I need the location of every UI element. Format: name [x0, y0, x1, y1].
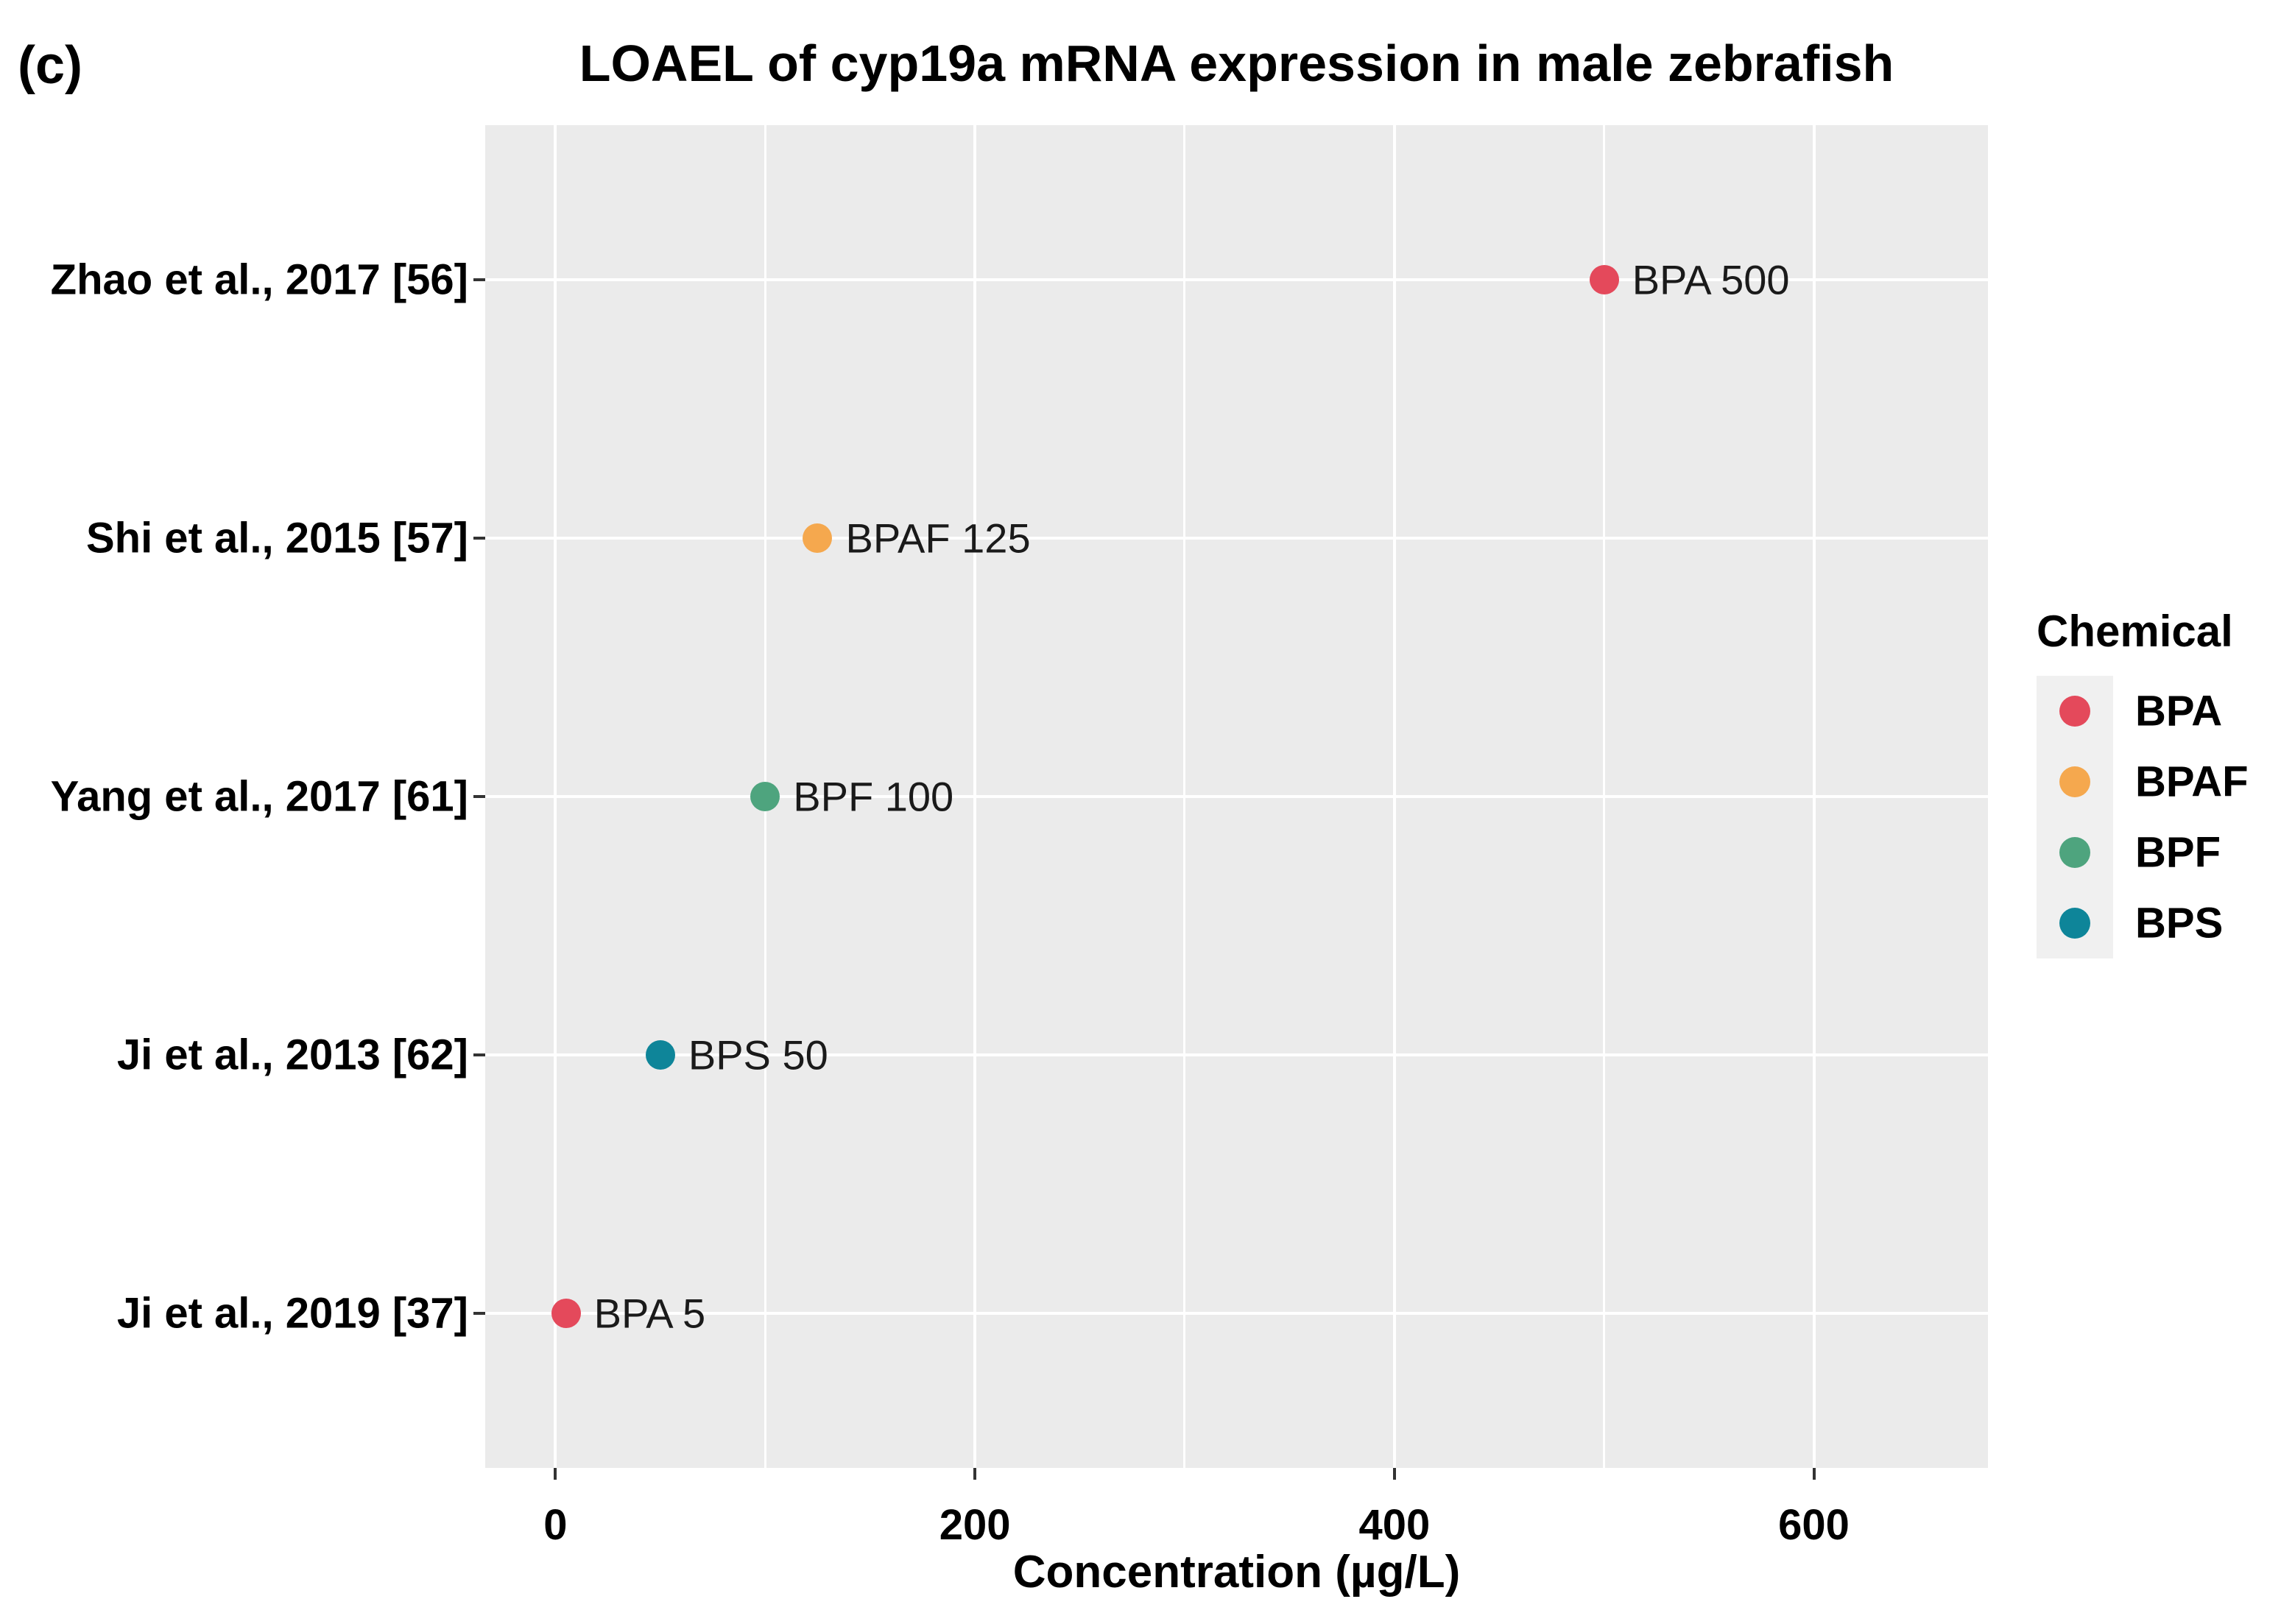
data-point-label: BPAF 125: [845, 515, 1031, 562]
data-point-dot: [803, 523, 833, 554]
gridline-y-major: [485, 278, 1988, 282]
chart-title: LOAEL of cyp19a mRNA expression in male …: [579, 35, 1894, 92]
x-axis-title: Concentration (µg/L): [1012, 1547, 1461, 1597]
x-axis-tick: [1392, 1468, 1396, 1480]
y-axis-tick: [473, 1311, 485, 1315]
y-category-label: Zhao et al., 2017 [56]: [50, 255, 468, 304]
data-point-dot: [551, 1298, 581, 1328]
x-tick-label: 0: [543, 1501, 568, 1549]
y-axis-tick: [473, 278, 485, 282]
x-axis-tick: [554, 1468, 557, 1480]
gridline-y-major: [485, 1053, 1988, 1056]
panel-tag: (c): [18, 36, 82, 95]
legend-item-label: BPAF: [2135, 758, 2249, 806]
legend-title: Chemical: [2037, 607, 2233, 656]
legend-dot: [2059, 766, 2090, 797]
y-axis-tick: [473, 1053, 485, 1056]
x-tick-label: 600: [1778, 1501, 1850, 1549]
y-category-label: Yang et al., 2017 [61]: [50, 772, 468, 821]
gridline-y-major: [485, 1311, 1988, 1315]
legend-item-label: BPA: [2135, 687, 2223, 735]
y-category-label: Ji et al., 2013 [62]: [116, 1031, 468, 1079]
x-axis-tick: [973, 1468, 977, 1480]
data-point-label: BPA 5: [593, 1290, 706, 1337]
data-point-label: BPS 50: [688, 1031, 828, 1078]
y-category-label: Shi et al., 2015 [57]: [85, 514, 468, 562]
y-axis-tick: [473, 795, 485, 798]
y-axis-tick: [473, 537, 485, 540]
legend-dot: [2059, 837, 2090, 868]
data-point-dot: [750, 782, 780, 811]
data-point-dot: [645, 1039, 675, 1070]
x-tick-label: 200: [939, 1501, 1011, 1549]
legend-dot: [2059, 908, 2090, 939]
x-tick-label: 400: [1358, 1501, 1431, 1549]
x-axis-tick: [1812, 1468, 1816, 1480]
gridline-y-major: [485, 537, 1988, 540]
data-point-label: BPF 100: [793, 773, 954, 820]
legend-item-label: BPS: [2135, 899, 2224, 947]
data-point-label: BPA 500: [1632, 256, 1790, 303]
legend-item-label: BPF: [2135, 828, 2221, 877]
legend-dot: [2059, 696, 2090, 727]
y-category-label: Ji et al., 2019 [37]: [116, 1289, 468, 1338]
data-point-dot: [1589, 265, 1619, 295]
gridline-y-major: [485, 795, 1988, 798]
